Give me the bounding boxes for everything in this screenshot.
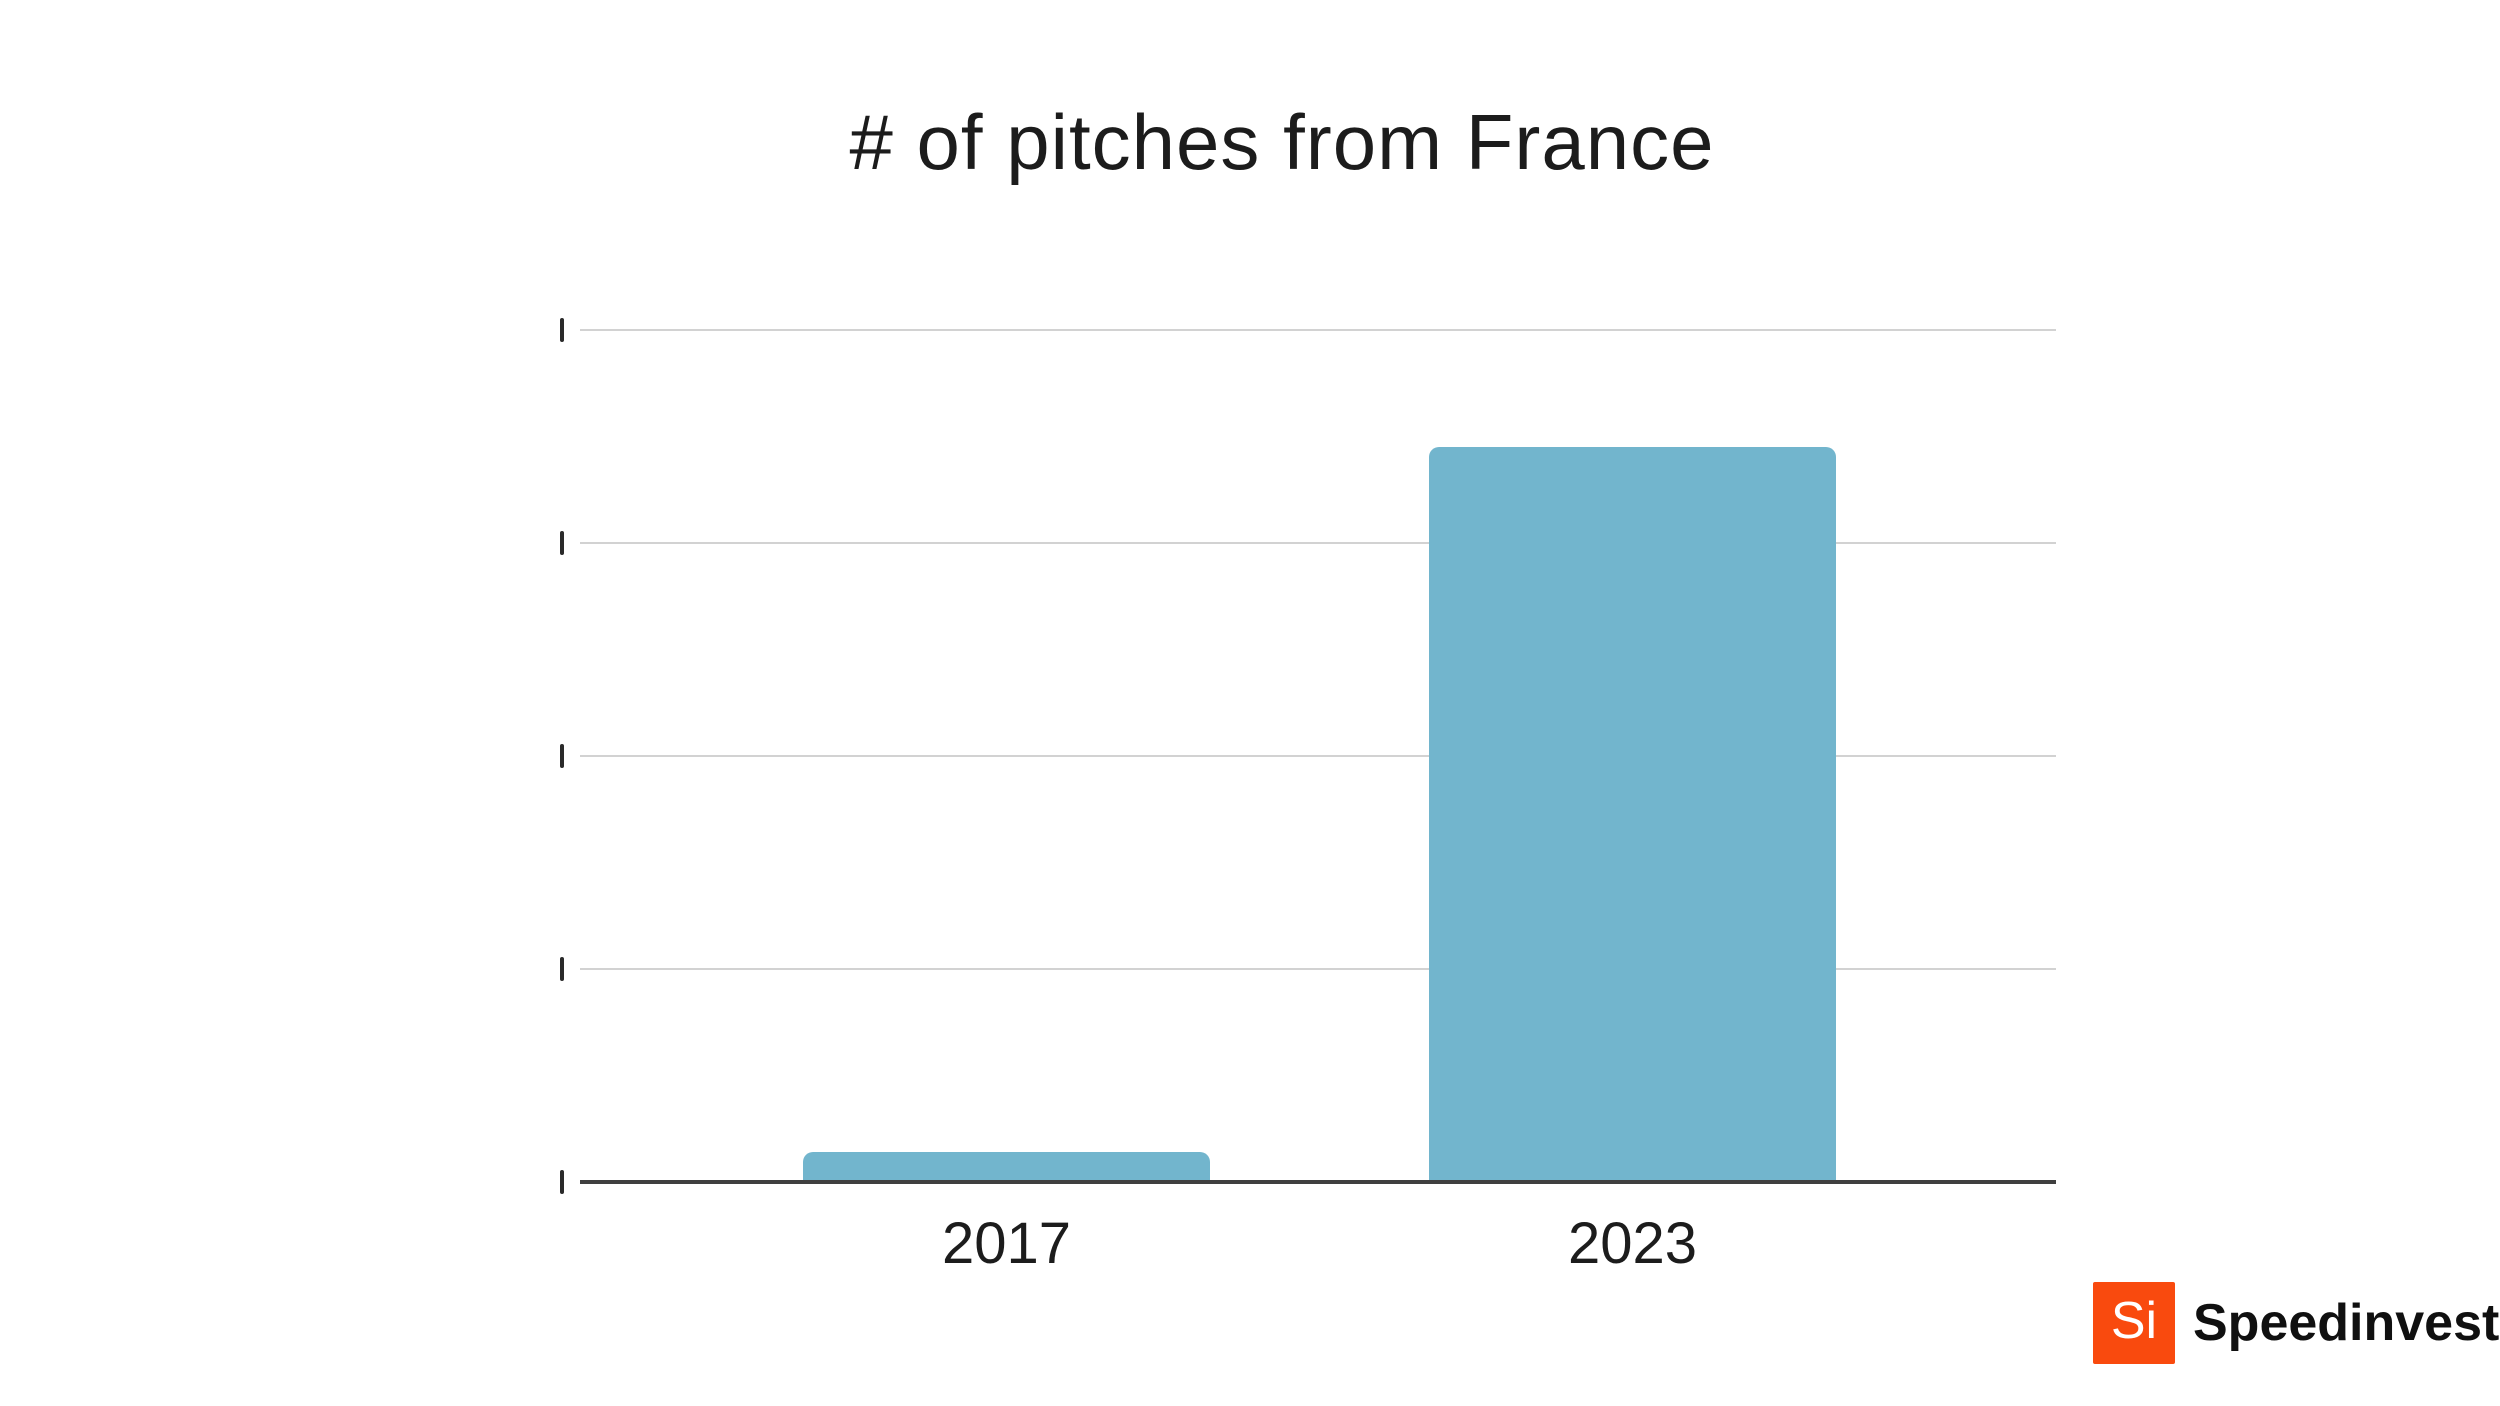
y-axis-tick bbox=[560, 744, 564, 768]
x-axis-line bbox=[580, 1180, 2056, 1184]
chart-title: # of pitches from France bbox=[849, 98, 1715, 186]
y-axis-tick bbox=[560, 531, 564, 555]
y-gridline bbox=[580, 755, 2056, 757]
y-axis-tick bbox=[560, 318, 564, 342]
y-gridline bbox=[580, 542, 2056, 544]
y-gridline bbox=[580, 968, 2056, 970]
bar-2017 bbox=[803, 1152, 1210, 1182]
x-axis-label-2017: 2017 bbox=[941, 1211, 1072, 1276]
speedinvest-logo: Si Speedinvest bbox=[2093, 1282, 2499, 1364]
x-axis-label-2023: 2023 bbox=[1567, 1211, 1698, 1276]
bar-2023 bbox=[1429, 447, 1836, 1182]
y-axis-tick bbox=[560, 957, 564, 981]
y-gridline bbox=[580, 329, 2056, 331]
plot-area bbox=[560, 318, 2056, 1194]
speedinvest-wordmark: Speedinvest bbox=[2193, 1294, 2500, 1352]
y-axis-tick bbox=[560, 1170, 564, 1194]
speedinvest-logo-icon: Si bbox=[2093, 1282, 2175, 1364]
